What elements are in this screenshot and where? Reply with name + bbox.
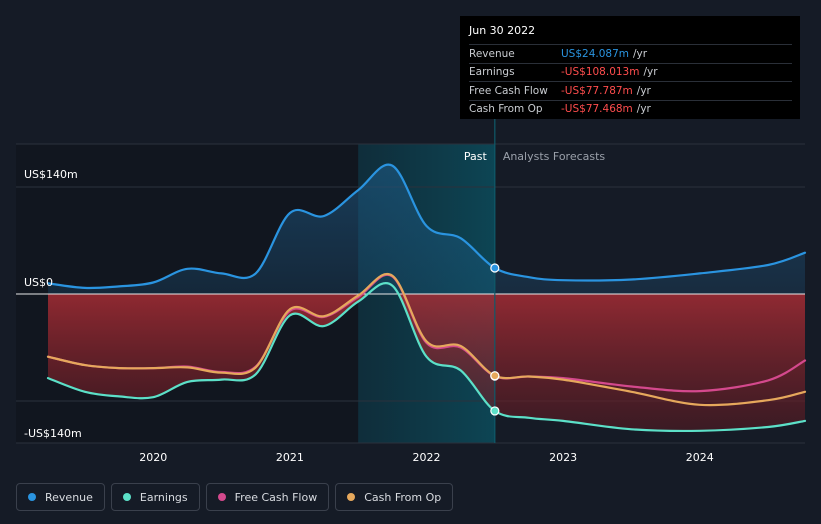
- legend-dot-icon: [28, 493, 36, 501]
- tooltip-value: -US$108.013m: [561, 66, 640, 79]
- legend-cash-from-op[interactable]: Cash From Op: [335, 483, 454, 511]
- legend-label: Free Cash Flow: [234, 490, 318, 504]
- legend-revenue[interactable]: Revenue: [16, 483, 105, 511]
- tooltip-unit: /yr: [633, 47, 648, 60]
- earnings-area: [48, 294, 805, 431]
- x-tick-label: 2020: [139, 451, 167, 464]
- x-tick-label: 2022: [413, 451, 441, 464]
- legend-label: Cash From Op: [364, 490, 442, 504]
- x-tick-label: 2023: [549, 451, 577, 464]
- legend-dot-icon: [347, 493, 356, 501]
- series-line-earnings: [46, 282, 807, 433]
- y-label-zero: US$0: [24, 276, 53, 289]
- tooltip-label: Free Cash Flow: [469, 84, 548, 97]
- marker-revenue: [490, 263, 500, 273]
- legend-earnings[interactable]: Earnings: [110, 483, 200, 511]
- legend-dot-icon: [217, 493, 226, 501]
- tooltip-value: -US$77.468m: [561, 103, 633, 116]
- tooltip-date: Jun 30 2022: [469, 24, 536, 37]
- tooltip-label: Revenue: [469, 47, 515, 60]
- chart-legend: Revenue Earnings Free Cash Flow Cash Fro…: [16, 483, 459, 511]
- series-line-revenue: [46, 163, 807, 290]
- tooltip-value: US$24.087m: [561, 47, 629, 60]
- marker-cash-from-op: [490, 371, 500, 381]
- legend-label: Revenue: [45, 490, 93, 504]
- tooltip-row-cash-from-op: Cash From Op -US$77.468m /yr: [469, 99, 792, 119]
- marker-earnings: [490, 406, 500, 416]
- y-label-bottom: -US$140m: [24, 427, 82, 440]
- tooltip-row-free-cash-flow: Free Cash Flow -US$77.787m /yr: [469, 81, 792, 100]
- tooltip-label: Earnings: [469, 66, 515, 79]
- forecast-label: Analysts Forecasts: [503, 150, 606, 163]
- revenue-area: [48, 164, 805, 294]
- series-line-cash-from-op: [46, 272, 807, 407]
- tooltip-unit: /yr: [643, 66, 658, 79]
- legend-dot-icon: [122, 493, 131, 501]
- tooltip-row-revenue: Revenue US$24.087m /yr: [469, 44, 792, 63]
- x-tick-label: 2021: [276, 451, 304, 464]
- y-label-top: US$140m: [24, 168, 78, 181]
- tooltip-row-earnings: Earnings -US$108.013m /yr: [469, 62, 792, 82]
- tooltip-unit: /yr: [636, 103, 651, 116]
- tooltip-unit: /yr: [636, 84, 651, 97]
- legend-free-cash-flow[interactable]: Free Cash Flow: [205, 483, 330, 511]
- past-label: Past: [464, 150, 488, 163]
- x-tick-label: 2024: [686, 451, 714, 464]
- legend-label: Earnings: [139, 490, 188, 504]
- hover-tooltip: Jun 30 2022 Revenue US$24.087m /yr Earni…: [460, 16, 800, 119]
- tooltip-label: Cash From Op: [469, 103, 543, 116]
- tooltip-value: -US$77.787m: [561, 84, 633, 97]
